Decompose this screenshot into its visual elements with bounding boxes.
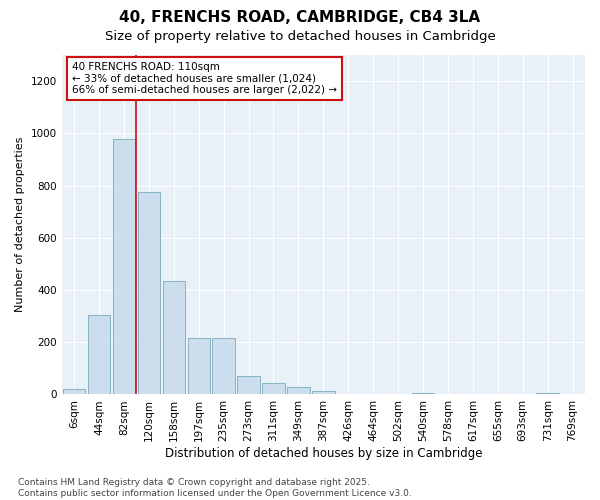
Bar [262,382,285,394]
X-axis label: Distribution of detached houses by size in Cambridge: Distribution of detached houses by size … [164,447,482,460]
Bar [63,389,85,394]
Bar [137,192,160,394]
Y-axis label: Number of detached properties: Number of detached properties [15,137,25,312]
Text: Size of property relative to detached houses in Cambridge: Size of property relative to detached ho… [104,30,496,43]
Text: 40 FRENCHS ROAD: 110sqm
← 33% of detached houses are smaller (1,024)
66% of semi: 40 FRENCHS ROAD: 110sqm ← 33% of detache… [72,62,337,95]
Text: 40, FRENCHS ROAD, CAMBRIDGE, CB4 3LA: 40, FRENCHS ROAD, CAMBRIDGE, CB4 3LA [119,10,481,25]
Bar [536,393,559,394]
Bar [88,315,110,394]
Bar [113,138,135,394]
Bar [163,281,185,394]
Bar [287,386,310,394]
Text: Contains HM Land Registry data © Crown copyright and database right 2025.
Contai: Contains HM Land Registry data © Crown c… [18,478,412,498]
Bar [212,338,235,394]
Bar [312,390,335,394]
Bar [188,338,210,394]
Bar [238,376,260,394]
Bar [412,393,434,394]
